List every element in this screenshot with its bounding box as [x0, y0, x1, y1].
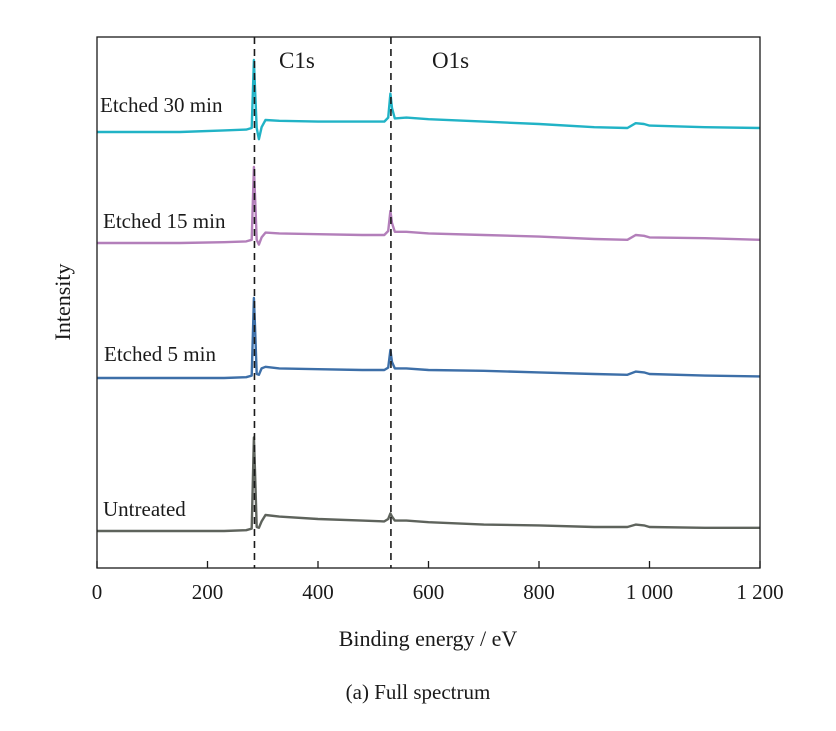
x-tick-label-3: 600 — [413, 580, 445, 604]
series-line-2 — [97, 296, 761, 380]
peak-label-1: O1s — [432, 48, 469, 73]
series-label-2: Etched 5 min — [104, 342, 216, 366]
series-label-0: Etched 30 min — [100, 93, 223, 117]
x-tick-label-6: 1 200 — [736, 580, 783, 604]
series-labels: Etched 30 min Etched 15 min Etched 5 min Un… — [100, 93, 226, 521]
x-tick-label-4: 800 — [523, 580, 555, 604]
x-tick-label-1: 200 — [192, 580, 224, 604]
series-label-1: Etched 15 min — [103, 209, 226, 233]
x-axis-title: Binding energy / eV — [339, 626, 518, 651]
x-tick-label-2: 400 — [302, 580, 334, 604]
x-tick-label-0: 0 — [92, 580, 103, 604]
plot-lines — [97, 58, 761, 533]
series-line-1 — [97, 165, 761, 246]
peak-label-0: C1s — [279, 48, 315, 73]
series-line-3 — [97, 436, 760, 533]
x-axis-ticks: 0 200 400 600 800 1 000 1 200 — [92, 561, 784, 604]
series-label-3: Untreated — [103, 497, 186, 521]
figure-caption: (a) Full spectrum — [346, 680, 491, 704]
peak-labels: C1s O1s — [279, 48, 469, 73]
reference-lines — [253, 37, 392, 568]
series-line-0 — [97, 58, 761, 141]
y-axis-title: Intensity — [50, 264, 75, 341]
x-tick-label-5: 1 000 — [626, 580, 673, 604]
